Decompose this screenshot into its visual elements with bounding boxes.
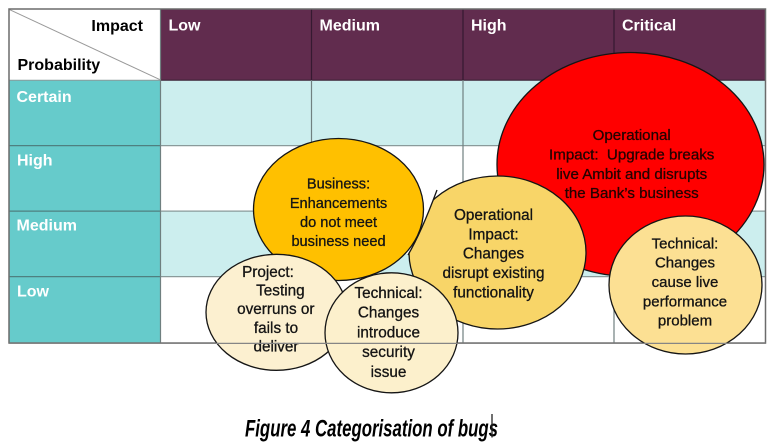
svg-text:Medium: Medium (320, 17, 380, 34)
svg-text:Operational: Operational (593, 127, 671, 144)
svg-text:Certain: Certain (17, 89, 72, 106)
svg-text:Enhancements: Enhancements (290, 196, 387, 212)
svg-text:security: security (362, 344, 415, 361)
svg-text:Probability: Probability (18, 57, 101, 74)
svg-text:issue: issue (371, 364, 407, 381)
svg-text:Changes: Changes (655, 255, 715, 272)
svg-text:Impact: Impact (91, 18, 143, 35)
svg-text:Medium: Medium (17, 218, 77, 235)
svg-text:Figure 4 Categorisation of bug: Figure 4 Categorisation of bugs (245, 415, 498, 442)
svg-text:Impact:: Impact: (468, 226, 518, 243)
svg-text:High: High (471, 17, 507, 34)
svg-text:Low: Low (169, 17, 202, 34)
svg-text:overruns or: overruns or (237, 301, 314, 318)
svg-text:do not meet: do not meet (300, 215, 377, 231)
svg-text:functionality: functionality (453, 285, 534, 302)
svg-text:introduce: introduce (357, 324, 420, 341)
svg-text:Project:: Project: (242, 264, 294, 281)
svg-text:Critical: Critical (622, 17, 676, 34)
svg-text:deliver: deliver (253, 338, 298, 355)
svg-text:Impact: Upgrade breaks: Impact: Upgrade breaks (549, 146, 714, 163)
svg-text:business need: business need (291, 234, 385, 250)
svg-text:live Ambit and disrupts: live Ambit and disrupts (556, 166, 707, 183)
svg-text:Technical:: Technical: (652, 235, 719, 252)
svg-text:Changes: Changes (358, 305, 420, 322)
svg-text:the Bank’s business: the Bank’s business (565, 185, 699, 202)
svg-text:problem: problem (658, 313, 712, 330)
svg-text:performance: performance (643, 293, 727, 310)
svg-text:disrupt existing: disrupt existing (442, 265, 544, 282)
svg-text:fails to: fails to (254, 320, 298, 337)
svg-text:Technical:: Technical: (354, 285, 422, 302)
svg-text:High: High (17, 153, 53, 170)
svg-text:Low: Low (17, 283, 50, 300)
svg-text:Changes: Changes (463, 246, 525, 263)
svg-text:Testing: Testing (256, 283, 304, 300)
svg-text:cause live: cause live (652, 274, 719, 291)
svg-text:Business:: Business: (307, 177, 370, 193)
svg-text:Operational: Operational (454, 207, 533, 224)
